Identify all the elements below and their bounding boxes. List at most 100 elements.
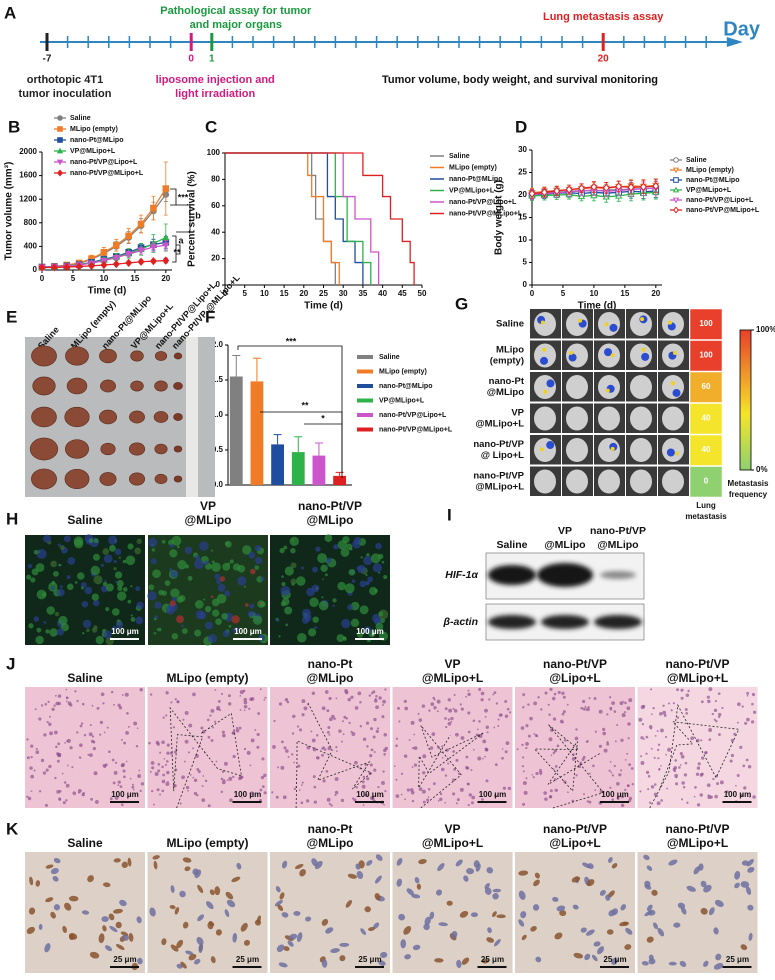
nucleus <box>492 893 499 900</box>
nucleus <box>328 733 331 736</box>
timeline-arrow <box>726 37 743 47</box>
nucleus <box>411 893 421 899</box>
nucleus <box>644 880 651 888</box>
texture <box>27 563 33 569</box>
nucleus <box>324 690 329 694</box>
texture <box>336 634 345 643</box>
texture <box>176 615 185 624</box>
texture <box>108 535 118 545</box>
x-tick-label: 20 <box>651 289 660 298</box>
texture <box>278 635 281 638</box>
nucleus <box>553 692 557 696</box>
nucleus <box>94 800 99 804</box>
nucleus <box>646 865 653 871</box>
texture <box>242 545 252 555</box>
marker <box>672 167 680 174</box>
texture <box>254 565 259 570</box>
group-label: @MLipo <box>306 671 353 685</box>
nucleus <box>648 954 654 961</box>
marker <box>63 262 71 272</box>
event-label: and major organs <box>190 19 282 31</box>
nucleus <box>303 706 308 711</box>
nucleus <box>650 688 653 691</box>
nucleus <box>51 707 55 711</box>
colorbar <box>739 329 752 471</box>
texture <box>103 630 112 639</box>
nucleus <box>293 911 301 916</box>
signal <box>539 447 544 452</box>
texture <box>148 538 158 548</box>
group-label: nano-Pt/VP <box>543 657 607 671</box>
nucleus <box>164 763 168 766</box>
texture <box>284 606 293 615</box>
nucleus <box>476 728 479 731</box>
nucleus <box>236 862 242 870</box>
nucleus <box>640 736 644 740</box>
nucleus <box>287 940 294 947</box>
nucleus <box>445 725 448 729</box>
nucleus <box>471 795 476 800</box>
nucleus <box>166 770 170 775</box>
nucleus <box>700 700 704 704</box>
nucleus <box>656 801 661 806</box>
nucleus <box>122 769 126 773</box>
nucleus <box>606 742 610 746</box>
nucleus <box>657 743 661 746</box>
nucleus <box>536 735 539 738</box>
marker <box>100 249 108 256</box>
texture <box>125 555 136 566</box>
nucleus <box>699 793 703 797</box>
y-tick-label: 2000 <box>19 147 37 156</box>
tumor <box>31 406 57 428</box>
nucleus <box>197 914 205 922</box>
lung <box>566 343 588 368</box>
nucleus <box>396 878 403 887</box>
nucleus <box>170 944 179 952</box>
nucleus <box>681 907 687 915</box>
nucleus <box>656 748 660 752</box>
nucleus <box>641 961 649 966</box>
texture <box>260 576 265 581</box>
nucleus <box>300 784 303 786</box>
nucleus <box>179 802 182 805</box>
nucleus <box>296 725 300 728</box>
nucleus <box>581 758 585 762</box>
nucleus <box>159 751 162 754</box>
nucleus <box>226 899 236 908</box>
nucleus <box>293 787 297 791</box>
nucleus <box>360 928 367 935</box>
nucleus <box>627 737 630 740</box>
nucleus <box>243 709 246 712</box>
tumor <box>64 469 90 489</box>
nucleus <box>196 767 200 771</box>
nucleus <box>101 916 109 922</box>
texture <box>51 580 56 585</box>
nucleus <box>153 860 158 870</box>
nucleus <box>646 936 654 943</box>
y-tick-label: 25 <box>518 168 527 177</box>
nucleus <box>414 877 420 884</box>
texture <box>225 541 229 546</box>
nucleus <box>608 696 612 699</box>
nucleus <box>297 764 301 768</box>
texture <box>347 604 354 611</box>
nucleus <box>653 756 656 759</box>
nucleus <box>325 927 334 934</box>
marker <box>590 182 598 192</box>
panel-label: E <box>6 307 17 326</box>
nucleus <box>345 899 353 908</box>
texture <box>67 557 76 565</box>
panel-label: I <box>447 505 452 524</box>
colorbar-title: Metastasis <box>728 479 769 488</box>
nucleus <box>81 910 90 915</box>
nucleus <box>700 880 707 888</box>
nucleus <box>182 718 185 721</box>
nucleus <box>271 791 274 794</box>
nucleus <box>259 688 262 691</box>
nucleus <box>626 706 631 711</box>
nucleus <box>645 770 650 774</box>
nucleus <box>478 720 481 723</box>
scale-label: 100 μm <box>234 627 262 636</box>
nucleus <box>672 702 676 705</box>
tumor <box>29 437 59 461</box>
